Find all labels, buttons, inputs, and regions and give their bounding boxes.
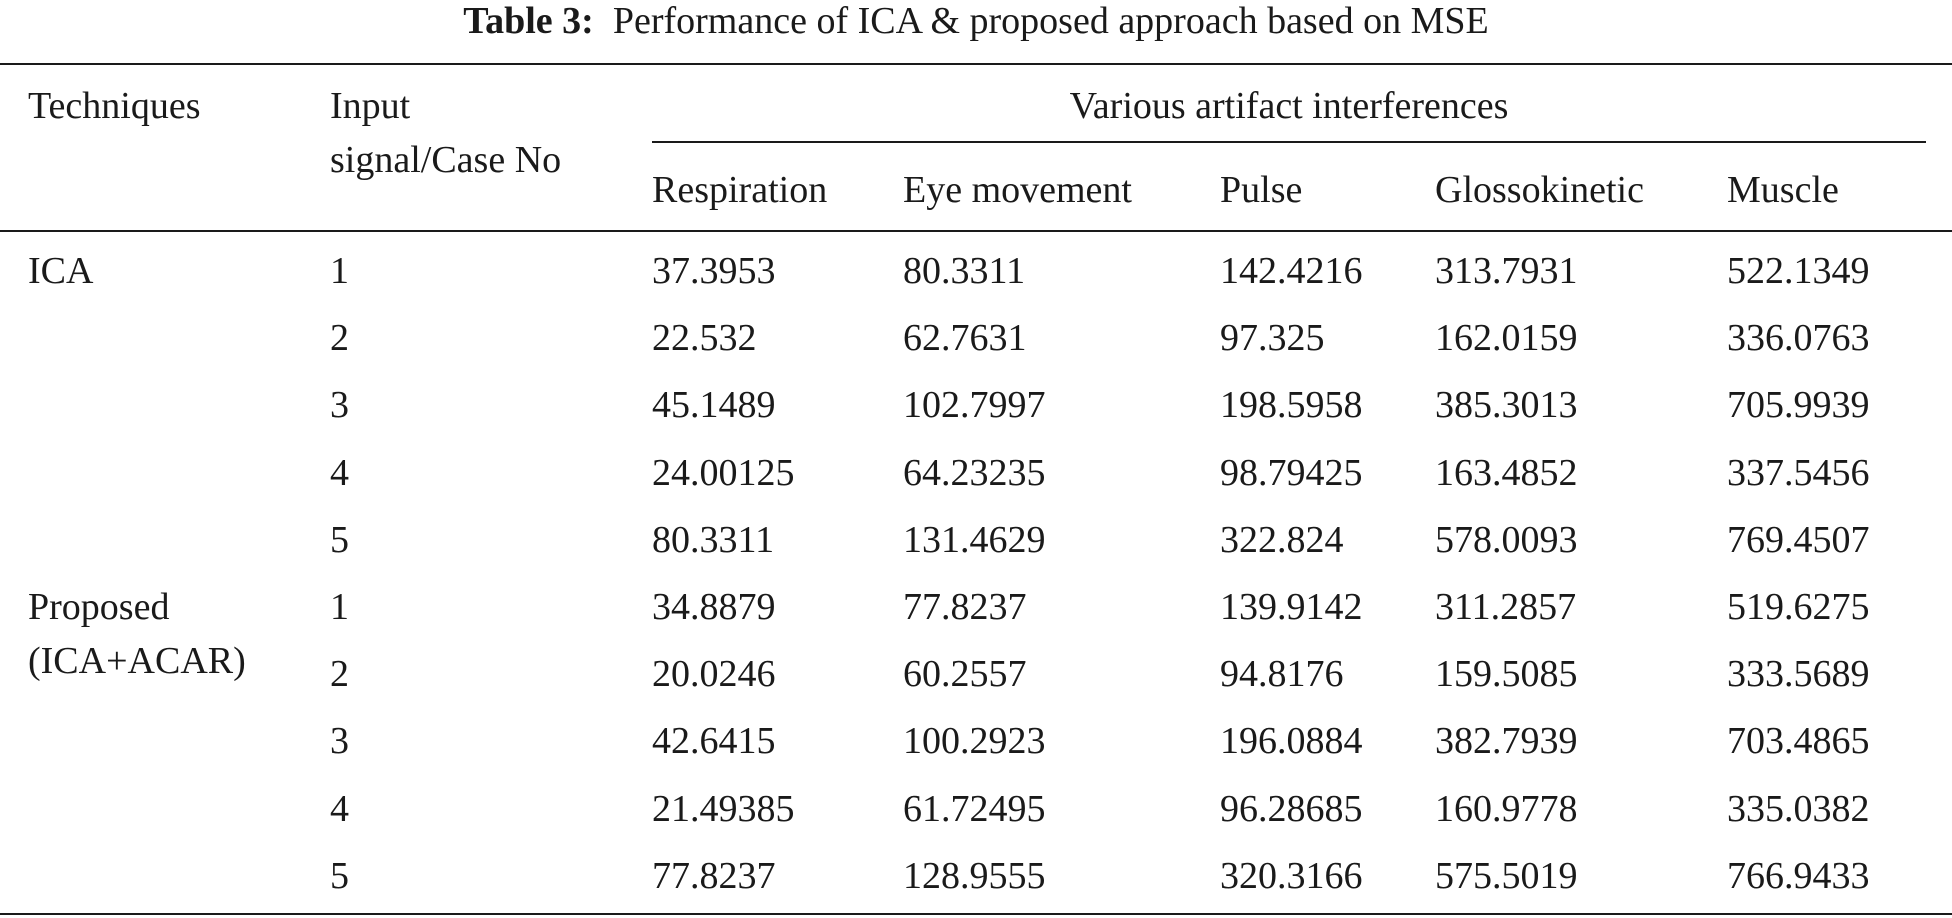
table-cell-case-no: 1 xyxy=(330,250,349,292)
table-cell-eye-movement: 60.2557 xyxy=(903,653,1027,695)
header-col-muscle: Muscle xyxy=(1727,169,1839,211)
table-cell-eye-movement: 100.2923 xyxy=(903,720,1046,762)
table-cell-pulse: 142.4216 xyxy=(1220,250,1363,292)
table-cell-glossokinetic: 385.3013 xyxy=(1435,384,1578,426)
caption-text: Performance of ICA & proposed approach b… xyxy=(612,0,1489,42)
technique-ica: ICA xyxy=(28,250,94,292)
table-cell-respiration: 42.6415 xyxy=(652,720,776,762)
table-cell-pulse: 94.8176 xyxy=(1220,653,1344,695)
table-cell-respiration: 21.49385 xyxy=(652,788,795,830)
header-bottom-rule xyxy=(0,230,1952,232)
table-cell-pulse: 139.9142 xyxy=(1220,586,1363,628)
table-cell-case-no: 3 xyxy=(330,720,349,762)
table-cell-eye-movement: 62.7631 xyxy=(903,317,1027,359)
table-cell-case-no: 3 xyxy=(330,384,349,426)
table-cell-pulse: 196.0884 xyxy=(1220,720,1363,762)
header-col-respiration: Respiration xyxy=(652,169,828,211)
table-cell-respiration: 80.3311 xyxy=(652,519,775,561)
table-cell-glossokinetic: 313.7931 xyxy=(1435,250,1578,292)
table-cell-eye-movement: 77.8237 xyxy=(903,586,1027,628)
header-input-line2: signal/Case No xyxy=(330,139,562,181)
table-cell-case-no: 2 xyxy=(330,653,349,695)
table-cell-eye-movement: 128.9555 xyxy=(903,855,1046,897)
table-cell-case-no: 1 xyxy=(330,586,349,628)
header-col-eye-movement: Eye movement xyxy=(903,169,1132,211)
table-cell-pulse: 322.824 xyxy=(1220,519,1344,561)
table-cell-muscle: 336.0763 xyxy=(1727,317,1870,359)
table-cell-eye-movement: 80.3311 xyxy=(903,250,1026,292)
table-cell-muscle: 519.6275 xyxy=(1727,586,1870,628)
table-cell-case-no: 4 xyxy=(330,452,349,494)
table-cell-case-no: 5 xyxy=(330,519,349,561)
table-cell-case-no: 2 xyxy=(330,317,349,359)
header-group-artifacts: Various artifact interferences xyxy=(1069,85,1509,127)
table-cell-glossokinetic: 311.2857 xyxy=(1435,586,1577,628)
table-cell-respiration: 77.8237 xyxy=(652,855,776,897)
table-cell-pulse: 97.325 xyxy=(1220,317,1325,359)
table-cell-respiration: 22.532 xyxy=(652,317,757,359)
table-bottom-rule xyxy=(0,913,1952,915)
header-input-line1: Input xyxy=(330,85,411,127)
table-cell-case-no: 5 xyxy=(330,855,349,897)
header-col-glossokinetic: Glossokinetic xyxy=(1435,169,1644,211)
technique-proposed-line1: Proposed xyxy=(28,586,170,628)
table-caption: Table 3: Performance of ICA & proposed a… xyxy=(0,0,1952,48)
header-techniques: Techniques xyxy=(28,85,201,127)
caption-label: Table 3: xyxy=(463,0,594,42)
table-cell-respiration: 37.3953 xyxy=(652,250,776,292)
table-cell-pulse: 198.5958 xyxy=(1220,384,1363,426)
table-cell-muscle: 333.5689 xyxy=(1727,653,1870,695)
table-cell-pulse: 320.3166 xyxy=(1220,855,1363,897)
table-cell-glossokinetic: 162.0159 xyxy=(1435,317,1578,359)
header-col-pulse: Pulse xyxy=(1220,169,1303,211)
table-cell-muscle: 769.4507 xyxy=(1727,519,1870,561)
technique-proposed-line2: (ICA+ACAR) xyxy=(28,640,246,682)
table-cell-respiration: 20.0246 xyxy=(652,653,776,695)
table-cell-muscle: 335.0382 xyxy=(1727,788,1870,830)
table-cell-respiration: 24.00125 xyxy=(652,452,795,494)
table-cell-pulse: 98.79425 xyxy=(1220,452,1363,494)
table-cell-eye-movement: 131.4629 xyxy=(903,519,1046,561)
table-cell-respiration: 45.1489 xyxy=(652,384,776,426)
table-cell-pulse: 96.28685 xyxy=(1220,788,1363,830)
table-cell-glossokinetic: 382.7939 xyxy=(1435,720,1578,762)
table-cell-glossokinetic: 578.0093 xyxy=(1435,519,1578,561)
table-cell-eye-movement: 61.72495 xyxy=(903,788,1046,830)
table-cell-glossokinetic: 159.5085 xyxy=(1435,653,1578,695)
table-cell-eye-movement: 102.7997 xyxy=(903,384,1046,426)
table-cell-muscle: 522.1349 xyxy=(1727,250,1870,292)
table-cell-muscle: 705.9939 xyxy=(1727,384,1870,426)
table-cell-case-no: 4 xyxy=(330,788,349,830)
table-top-rule xyxy=(0,63,1952,65)
table-cell-muscle: 766.9433 xyxy=(1727,855,1870,897)
table-cell-glossokinetic: 163.4852 xyxy=(1435,452,1578,494)
table-cell-muscle: 337.5456 xyxy=(1727,452,1870,494)
table-cell-eye-movement: 64.23235 xyxy=(903,452,1046,494)
table-cell-glossokinetic: 575.5019 xyxy=(1435,855,1578,897)
table-cell-glossokinetic: 160.9778 xyxy=(1435,788,1578,830)
table-cell-respiration: 34.8879 xyxy=(652,586,776,628)
group-header-rule xyxy=(652,141,1926,143)
table-cell-muscle: 703.4865 xyxy=(1727,720,1870,762)
